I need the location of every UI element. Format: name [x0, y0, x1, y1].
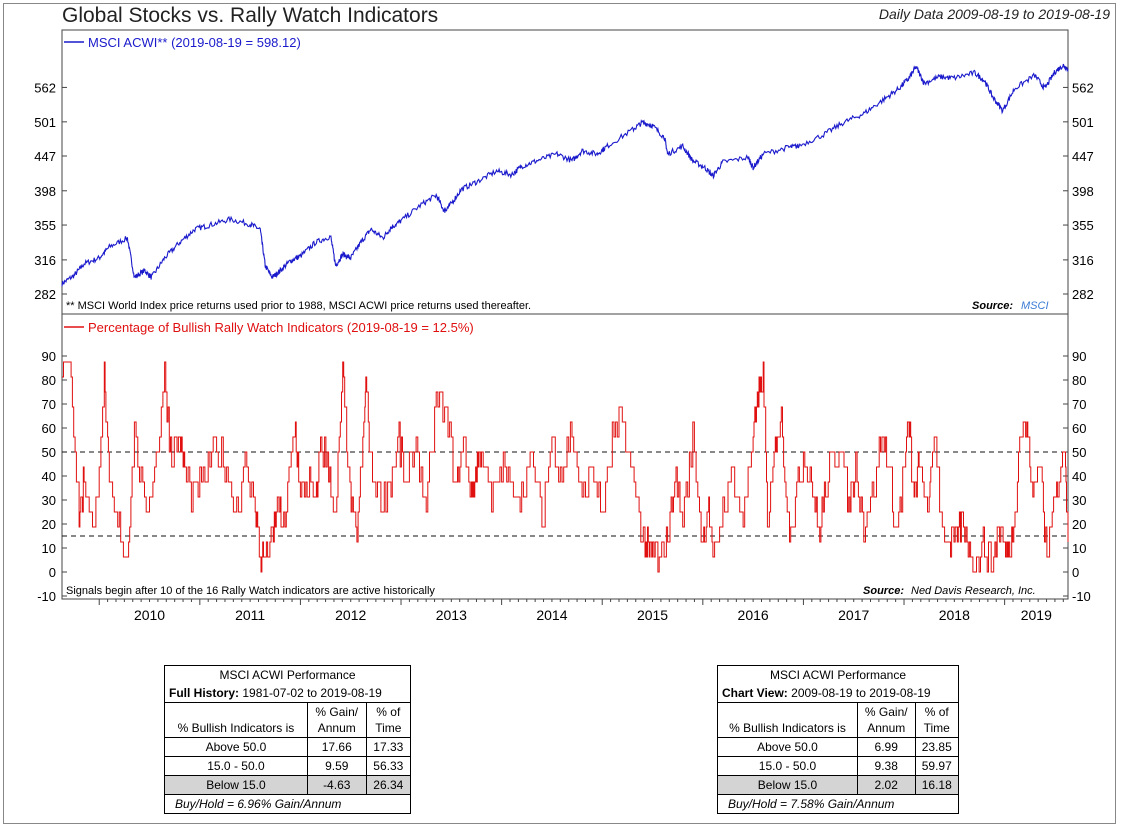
y-tick-label-right: -10 — [1072, 589, 1091, 604]
x-tick-label: 2019 — [1021, 607, 1052, 623]
full-history-table: MSCI ACWI Performance Full History: 1981… — [164, 665, 412, 814]
msci-acwi-line — [61, 63, 1069, 287]
y-tick-label-right: 80 — [1072, 373, 1086, 388]
x-tick-label: 2016 — [738, 607, 769, 623]
col-gain-header: % Gain/Annum — [306, 702, 367, 738]
indicator-legend-label: Percentage of Bullish Rally Watch Indica… — [88, 320, 474, 335]
chart-view-table: MSCI ACWI Performance Chart View: 2009-0… — [717, 665, 959, 814]
y-tick-label-right: 501 — [1072, 115, 1094, 130]
table-row: 15.0 - 50.0 9.59 56.33 — [164, 756, 412, 776]
msci-source-label: Source: — [972, 300, 1013, 312]
y-tick-label-right: 0 — [1072, 565, 1079, 580]
col-label-header: % Bullish Indicators is — [717, 702, 858, 738]
table-row: Below 15.0 2.02 16.18 — [717, 775, 959, 795]
table-row: 15.0 - 50.0 9.38 59.97 — [717, 756, 959, 776]
y-tick-label-left: 40 — [42, 469, 56, 484]
y-tick-label-right: 20 — [1072, 517, 1086, 532]
y-tick-label-right: 316 — [1072, 253, 1094, 268]
buy-hold-note: Buy/Hold = 7.58% Gain/Annum — [717, 794, 959, 814]
y-tick-label-left: 355 — [34, 218, 56, 233]
table-row: Below 15.0 -4.63 26.34 — [164, 775, 412, 795]
y-tick-label-right: 398 — [1072, 184, 1094, 199]
col-time-header: % of Time — [914, 702, 959, 738]
table-title: MSCI ACWI Performance — [717, 665, 959, 684]
y-tick-label-left: 90 — [42, 349, 56, 364]
y-tick-label-left: 20 — [42, 517, 56, 532]
col-time-header: % of Time — [365, 702, 412, 738]
x-tick-label: 2017 — [838, 607, 869, 623]
page-title: Global Stocks vs. Rally Watch Indicators — [62, 4, 439, 27]
indicator-source-label: Source: — [863, 585, 904, 597]
y-tick-label-left: 398 — [34, 184, 56, 199]
y-tick-label-left: 60 — [42, 421, 56, 436]
bottom-panel-border — [61, 313, 1069, 600]
y-tick-label-right: 30 — [1072, 493, 1086, 508]
y-tick-label-left: 316 — [34, 253, 56, 268]
y-tick-label-left: 447 — [34, 149, 56, 164]
buy-hold-note: Buy/Hold = 6.96% Gain/Annum — [164, 794, 411, 814]
top-panel-border — [61, 29, 1069, 315]
y-tick-label-left: 30 — [42, 493, 56, 508]
y-tick-label-left: 282 — [34, 287, 56, 302]
x-tick-label: 2013 — [436, 607, 467, 623]
table-subtitle: Full History: 1981-07-02 to 2019-08-19 — [164, 684, 411, 703]
y-tick-label-right: 447 — [1072, 149, 1094, 164]
y-tick-label-right: 282 — [1072, 287, 1094, 302]
x-tick-label: 2018 — [939, 607, 970, 623]
y-tick-label-left: -10 — [37, 589, 56, 604]
date-range: Daily Data 2009-08-19 to 2019-08-19 — [878, 6, 1110, 22]
y-tick-label-right: 562 — [1072, 80, 1094, 95]
y-tick-label-left: 70 — [42, 397, 56, 412]
msci-legend-label: MSCI ACWI** (2019-08-19 = 598.12) — [88, 35, 301, 50]
col-label-header: % Bullish Indicators is — [164, 702, 308, 738]
chart-frame — [3, 3, 1116, 824]
y-tick-label-right: 40 — [1072, 469, 1086, 484]
table-subtitle: Chart View: 2009-08-19 to 2019-08-19 — [717, 684, 959, 703]
rally-watch-indicator-line — [62, 361, 1069, 573]
msci-source-name: MSCI — [1021, 300, 1049, 312]
y-tick-label-right: 10 — [1072, 541, 1086, 556]
y-tick-label-left: 501 — [34, 115, 56, 130]
y-tick-label-right: 60 — [1072, 421, 1086, 436]
y-tick-label-left: 80 — [42, 373, 56, 388]
y-tick-label-left: 10 — [42, 541, 56, 556]
y-tick-label-right: 90 — [1072, 349, 1086, 364]
indicator-footnote: Signals begin after 10 of the 16 Rally W… — [66, 585, 435, 597]
x-tick-label: 2015 — [637, 607, 668, 623]
x-tick-label: 2010 — [134, 607, 165, 623]
table-row: Above 50.0 6.99 23.85 — [717, 737, 959, 757]
y-tick-label-right: 50 — [1072, 445, 1086, 460]
col-gain-header: % Gain/Annum — [856, 702, 916, 738]
y-tick-label-right: 70 — [1072, 397, 1086, 412]
y-tick-label-left: 562 — [34, 80, 56, 95]
indicator-source-name: Ned Davis Research, Inc. — [911, 585, 1036, 597]
y-tick-label-left: 50 — [42, 445, 56, 460]
x-tick-label: 2012 — [335, 607, 366, 623]
x-tick-label: 2011 — [235, 607, 265, 623]
y-tick-label-left: 0 — [49, 565, 56, 580]
y-tick-label-right: 355 — [1072, 218, 1094, 233]
table-row: Above 50.0 17.66 17.33 — [164, 737, 412, 757]
msci-footnote: ** MSCI World Index price returns used p… — [66, 300, 531, 312]
x-tick-label: 2014 — [536, 607, 567, 623]
table-title: MSCI ACWI Performance — [164, 665, 411, 684]
